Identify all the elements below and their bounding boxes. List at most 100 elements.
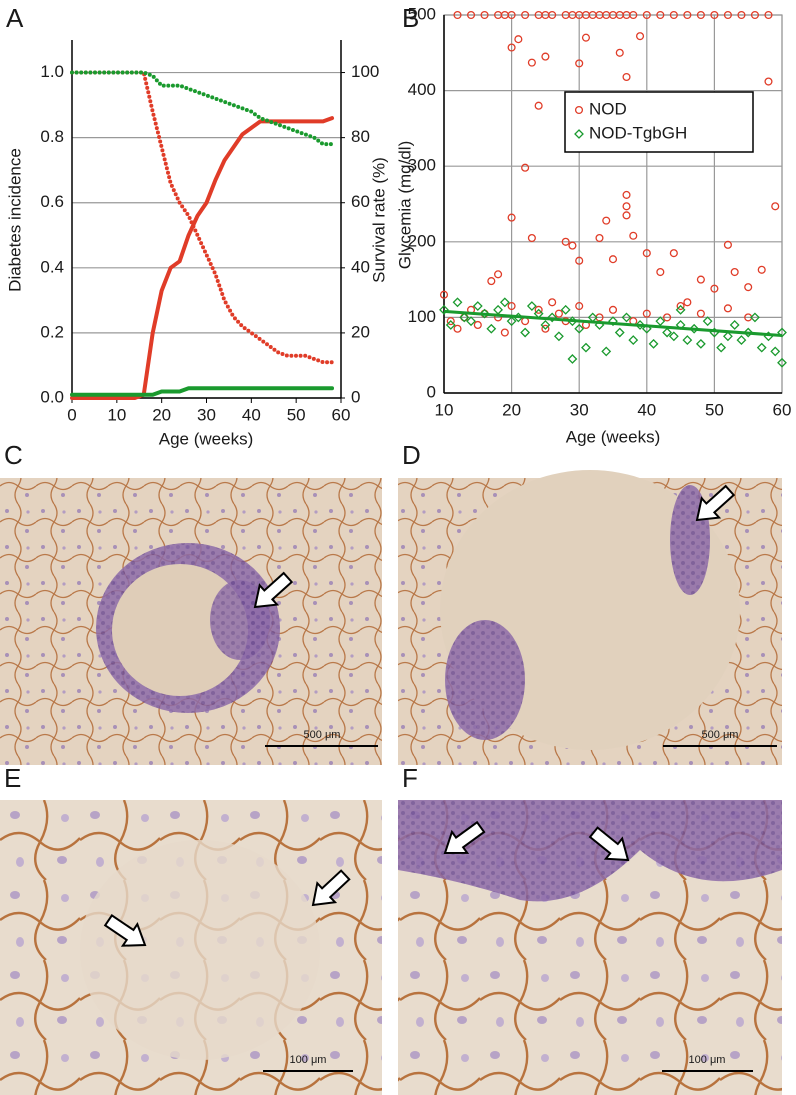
point <box>689 323 700 334</box>
micrograph-f <box>398 800 782 1095</box>
point <box>622 211 631 220</box>
point <box>507 43 516 52</box>
dotted-line <box>70 70 335 147</box>
point <box>683 10 692 20</box>
point <box>683 298 692 307</box>
point <box>479 308 490 319</box>
point <box>675 304 686 315</box>
point <box>750 312 760 323</box>
y2-tick-label: 60 <box>351 192 370 211</box>
point <box>696 275 705 284</box>
scale-bar-label: 500 μm <box>304 729 341 741</box>
micrograph-e <box>0 800 382 1095</box>
point <box>534 305 543 314</box>
x-tick-label: 60 <box>332 405 351 424</box>
point <box>541 324 550 333</box>
y-tick-label: 0.8 <box>40 127 64 146</box>
point <box>716 342 727 353</box>
y-tick-label: 0.0 <box>40 387 64 406</box>
legend-label: NOD-TgbGH <box>589 123 687 142</box>
y2-tick-label: 80 <box>351 127 370 146</box>
point <box>622 72 631 82</box>
point <box>554 309 563 318</box>
point <box>521 10 530 20</box>
y-tick-label: 100 <box>408 307 436 326</box>
point <box>575 302 584 311</box>
point <box>521 163 530 172</box>
point <box>453 10 462 20</box>
point <box>581 342 591 353</box>
point <box>622 202 631 211</box>
point <box>548 10 557 20</box>
point <box>743 327 754 338</box>
point <box>507 213 516 222</box>
scale-bar-label: 100 μm <box>689 1054 726 1066</box>
point <box>770 346 781 357</box>
point <box>702 316 713 327</box>
point <box>622 190 631 199</box>
point <box>527 233 536 243</box>
point <box>608 255 618 264</box>
point <box>676 302 685 311</box>
y2-tick-label: 0 <box>351 387 360 406</box>
point <box>466 316 476 327</box>
x-axis-title: Age (weeks) <box>566 427 660 446</box>
point <box>453 324 462 333</box>
legend-box <box>564 91 754 153</box>
x-tick-label: 60 <box>773 400 792 419</box>
point <box>446 317 455 326</box>
point <box>561 237 570 246</box>
y-tick-label: 0.6 <box>40 192 64 211</box>
y-tick-label: 200 <box>408 231 436 250</box>
panel-label: C <box>4 440 23 470</box>
y2-tick-label: 20 <box>351 322 370 341</box>
point <box>642 309 651 318</box>
x-tick-label: 10 <box>107 405 126 424</box>
micrograph-c <box>0 478 382 765</box>
point <box>514 35 523 44</box>
point <box>695 338 706 349</box>
trend-line <box>443 309 783 338</box>
point <box>668 331 679 342</box>
y-axis-title: Glycemia (mg/dl) <box>395 141 414 269</box>
point <box>642 249 651 258</box>
point <box>656 267 665 277</box>
scale-bar-label: 100 μm <box>290 1054 327 1066</box>
line <box>70 116 335 400</box>
legend-marker <box>574 105 584 115</box>
point <box>507 302 516 311</box>
point <box>439 290 449 299</box>
y2-axis-title: Survival rate (%) <box>369 157 388 283</box>
point <box>771 202 780 211</box>
panel-label: E <box>4 763 21 793</box>
point <box>729 320 740 330</box>
point <box>655 316 666 327</box>
point <box>629 10 638 20</box>
point <box>744 283 753 292</box>
point <box>472 301 483 311</box>
point <box>730 267 739 277</box>
point <box>439 304 449 315</box>
point <box>487 277 496 286</box>
point <box>696 309 705 318</box>
point <box>494 270 503 279</box>
y2-tick-label: 100 <box>351 62 379 81</box>
point <box>723 10 732 20</box>
panel-label: F <box>402 763 418 793</box>
point <box>567 354 578 364</box>
point <box>466 10 476 20</box>
point <box>723 240 732 249</box>
point <box>656 10 665 20</box>
point <box>534 101 543 110</box>
point <box>486 323 497 334</box>
point <box>601 346 612 357</box>
x-tick-label: 20 <box>502 400 521 419</box>
x-tick-label: 40 <box>637 400 656 419</box>
point <box>756 342 767 353</box>
y-tick-label: 0.2 <box>40 322 64 341</box>
point <box>764 77 773 86</box>
x-tick-label: 30 <box>197 405 216 424</box>
point <box>662 327 672 338</box>
point <box>777 327 787 338</box>
